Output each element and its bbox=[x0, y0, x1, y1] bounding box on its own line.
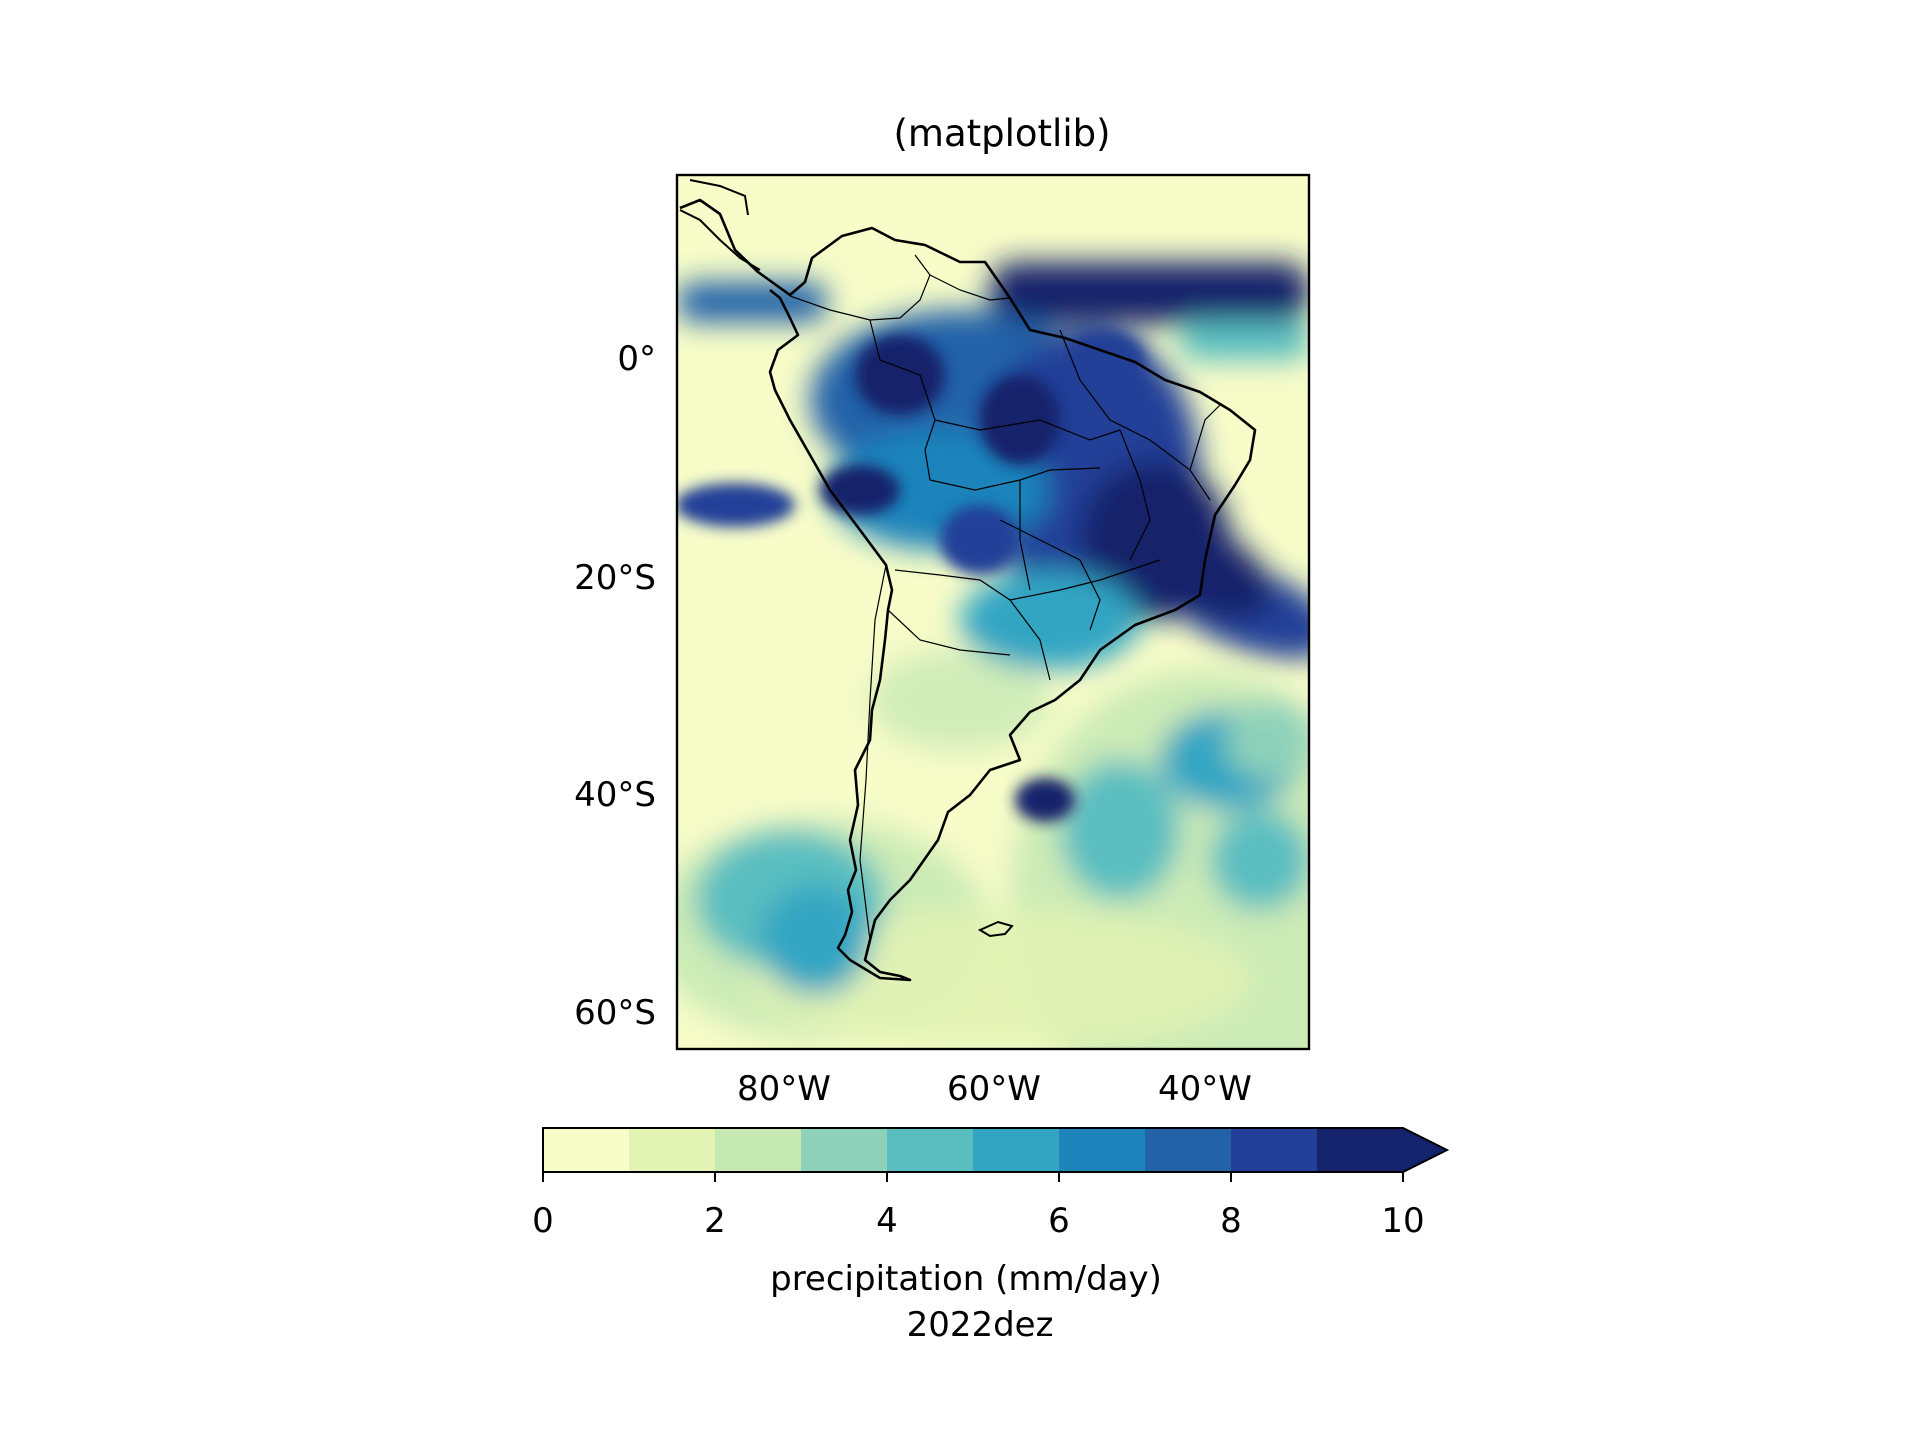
lon-tick-60w: 60°W bbox=[947, 1069, 1041, 1109]
falklands-outline bbox=[977, 920, 1014, 938]
lon-tick-80w: 80°W bbox=[737, 1069, 831, 1109]
map-frame bbox=[675, 173, 1311, 1051]
colorbar-segment bbox=[1059, 1128, 1146, 1172]
borders bbox=[789, 254, 1221, 941]
colorbar-period-label: 2022dez bbox=[907, 1305, 1054, 1345]
colorbar-tick-8: 8 bbox=[1220, 1201, 1242, 1241]
lat-tick-20s: 20°S bbox=[574, 558, 656, 598]
colorbar-segment bbox=[1145, 1128, 1232, 1172]
colorbar-tick-6: 6 bbox=[1048, 1201, 1070, 1241]
colorbar-tick-labels: 0 2 4 6 8 10 bbox=[532, 1201, 1424, 1241]
colorbar-segment bbox=[543, 1128, 630, 1172]
colorbar-segment bbox=[629, 1128, 716, 1172]
colorbar-tick-0: 0 bbox=[532, 1201, 554, 1241]
colorbar-tick-2: 2 bbox=[704, 1201, 726, 1241]
colorbar-segment bbox=[1317, 1128, 1404, 1172]
coastline bbox=[679, 198, 1257, 982]
precipitation-field bbox=[677, 262, 1309, 1049]
precipitation-map bbox=[677, 175, 1309, 1049]
lat-tick-labels: 0° 20°S 40°S 60°S bbox=[574, 339, 656, 1033]
colorbar-segment bbox=[887, 1128, 974, 1172]
colorbar-segment bbox=[973, 1128, 1060, 1172]
colorbar-label: precipitation (mm/day) bbox=[770, 1259, 1162, 1299]
lat-tick-60s: 60°S bbox=[574, 993, 656, 1033]
lat-tick-40s: 40°S bbox=[574, 775, 656, 815]
lon-tick-labels: 80°W 60°W 40°W bbox=[737, 1069, 1252, 1109]
lat-tick-0: 0° bbox=[617, 339, 656, 379]
colorbar-tick-4: 4 bbox=[876, 1201, 898, 1241]
colorbar-segment bbox=[801, 1128, 888, 1172]
colorbar-segment bbox=[1231, 1128, 1318, 1172]
map-title: (matplotlib) bbox=[893, 112, 1110, 155]
colorbar-tick-10: 10 bbox=[1381, 1201, 1424, 1241]
colorbar-segment bbox=[715, 1128, 802, 1172]
lon-tick-40w: 40°W bbox=[1158, 1069, 1252, 1109]
central-america-coastline bbox=[679, 179, 761, 271]
colorbar-outline bbox=[542, 1127, 1450, 1173]
colorbar bbox=[542, 1127, 1450, 1182]
colorbar-extend-arrow bbox=[1403, 1128, 1447, 1172]
